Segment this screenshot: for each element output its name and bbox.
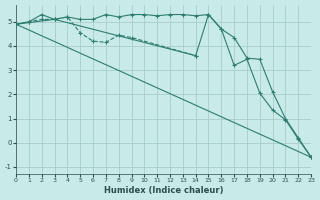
X-axis label: Humidex (Indice chaleur): Humidex (Indice chaleur) — [104, 186, 223, 195]
